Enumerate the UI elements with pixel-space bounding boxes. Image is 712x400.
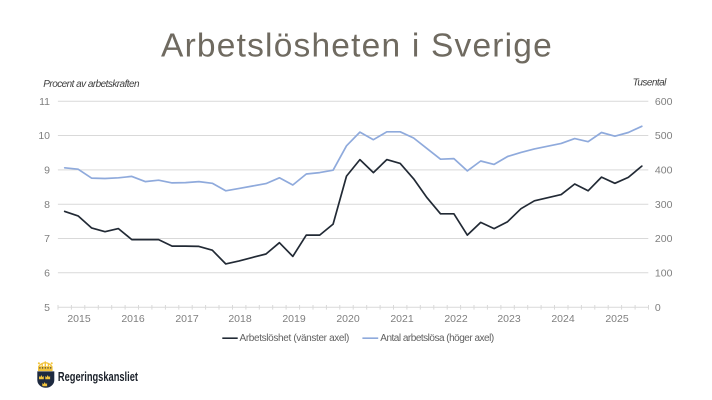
svg-text:500: 500 [655,130,673,142]
svg-text:0: 0 [655,302,661,314]
svg-text:Arbetslösheten i Sverige: Arbetslösheten i Sverige [161,28,553,65]
svg-text:Antal arbetslösa (höger axel): Antal arbetslösa (höger axel) [380,333,494,344]
svg-text:Regeringskansliet: Regeringskansliet [58,371,138,385]
svg-text:2020: 2020 [336,313,360,325]
svg-text:2021: 2021 [390,313,414,325]
svg-text:400: 400 [655,165,673,177]
svg-text:2019: 2019 [282,313,306,325]
svg-text:9: 9 [44,165,50,177]
svg-text:5: 5 [44,302,50,314]
svg-text:300: 300 [655,199,673,211]
svg-text:8: 8 [44,199,50,211]
svg-text:Procent av arbetskraften: Procent av arbetskraften [43,79,140,90]
svg-text:2016: 2016 [121,313,145,325]
svg-text:Tusental: Tusental [633,78,668,89]
svg-text:11: 11 [39,96,50,108]
svg-text:6: 6 [44,268,50,280]
svg-text:10: 10 [38,130,50,142]
svg-text:7: 7 [44,233,50,245]
svg-text:2018: 2018 [228,313,252,325]
svg-text:2015: 2015 [67,313,91,325]
svg-text:2023: 2023 [497,313,521,325]
svg-text:2025: 2025 [605,313,629,325]
svg-text:100: 100 [655,268,673,280]
svg-text:2017: 2017 [175,313,199,325]
svg-text:2022: 2022 [444,313,468,325]
svg-text:200: 200 [655,233,673,245]
svg-text:2024: 2024 [551,313,575,325]
svg-text:Arbetslöshet (vänster axel): Arbetslöshet (vänster axel) [240,333,350,344]
svg-text:600: 600 [655,96,673,108]
